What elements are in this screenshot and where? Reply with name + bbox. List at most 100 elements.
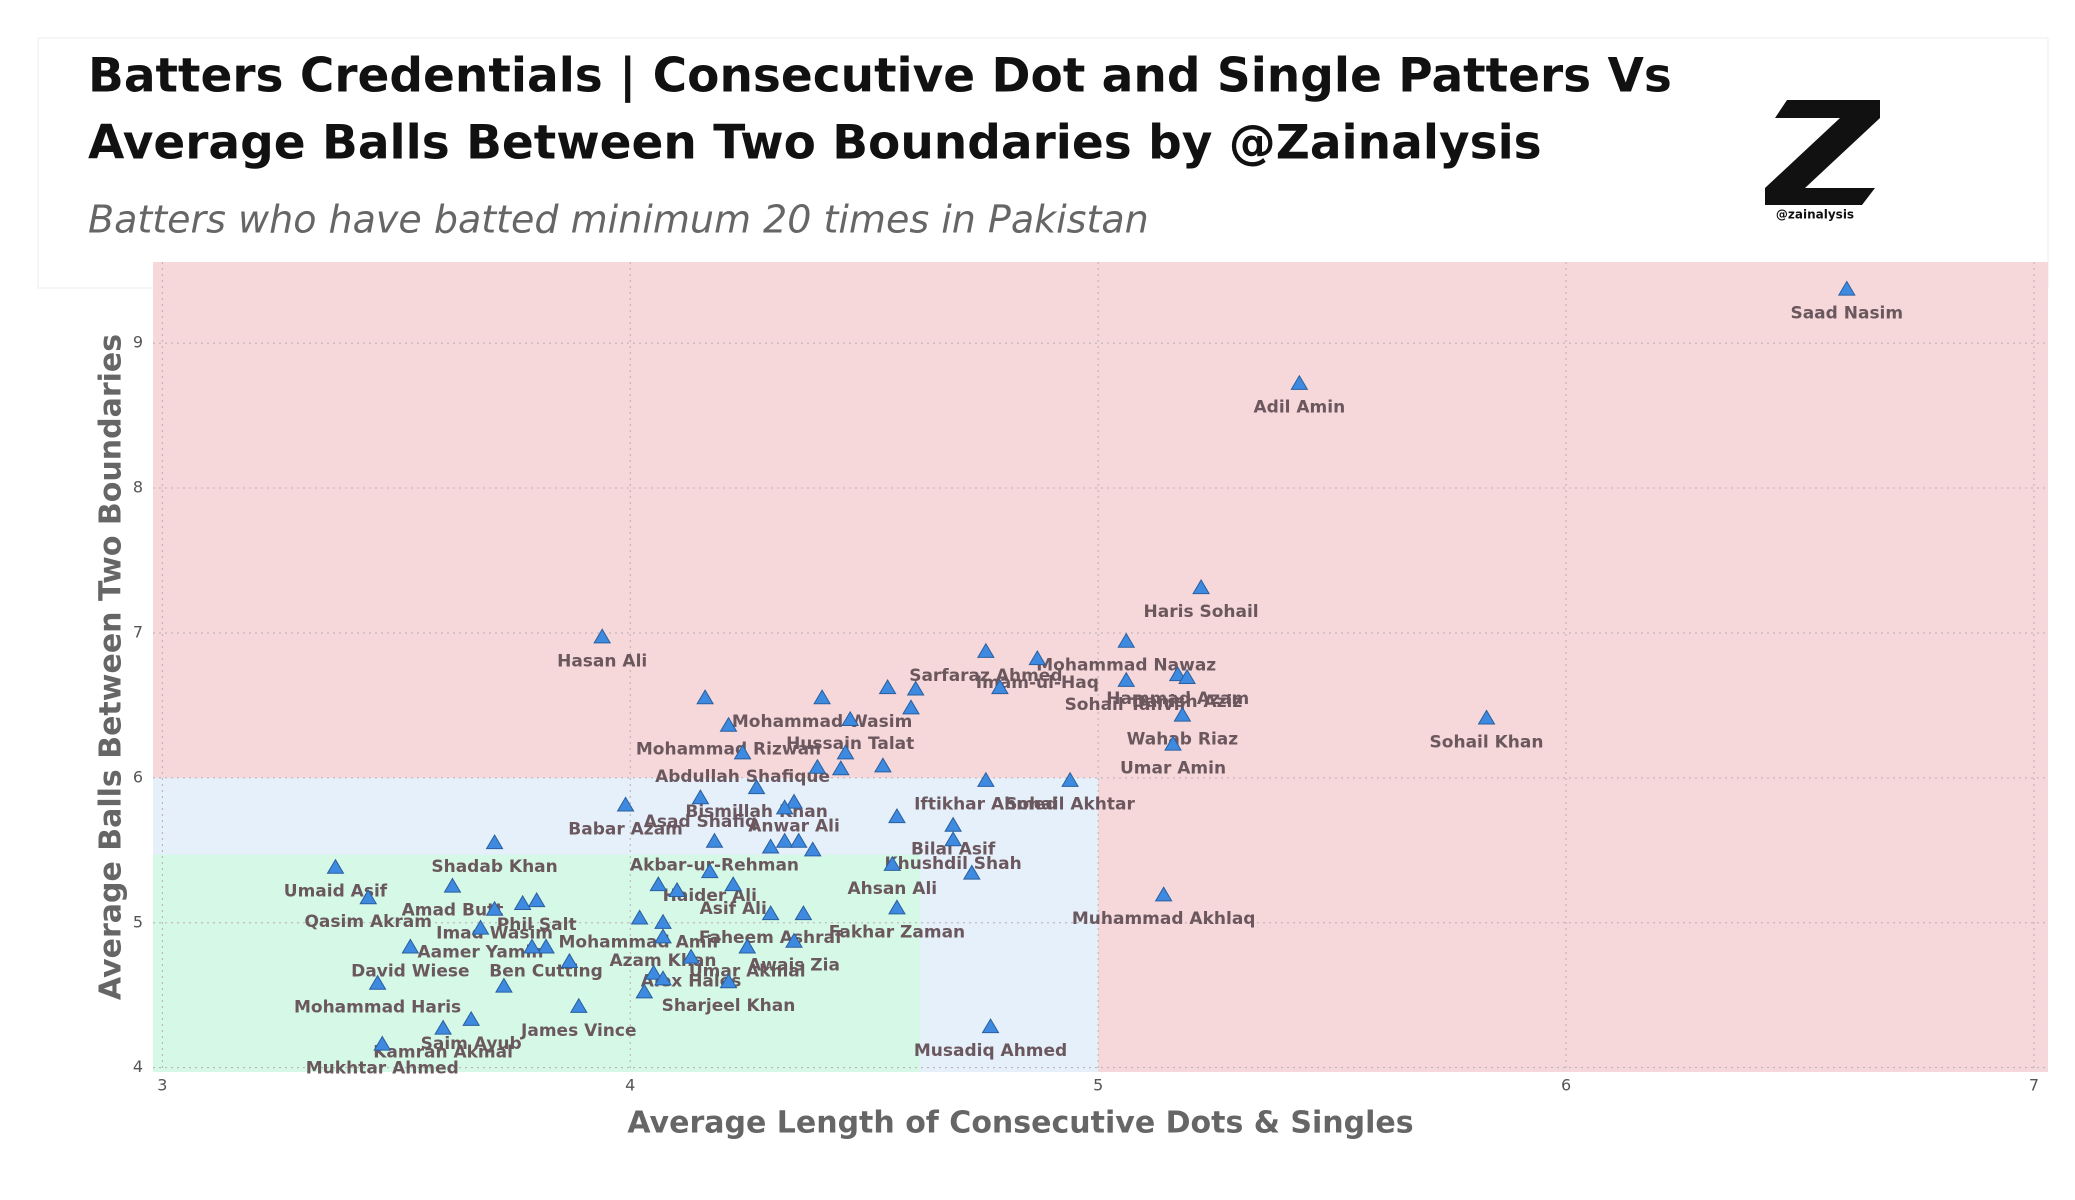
point	[705, 832, 724, 848]
point	[878, 679, 897, 695]
point	[1290, 374, 1309, 390]
point	[789, 832, 808, 848]
point	[733, 744, 752, 760]
point	[831, 760, 850, 776]
point	[902, 699, 920, 715]
point	[761, 838, 780, 854]
point-label: Akbar-ur-Rehman	[630, 856, 799, 876]
point	[691, 789, 710, 805]
point	[1028, 650, 1047, 666]
point	[808, 758, 827, 774]
point-label: James Vince	[520, 1021, 636, 1041]
point	[654, 970, 672, 986]
chart-title-line-2: Average Balls Between Two Boundaries by …	[88, 116, 1542, 171]
point	[368, 974, 387, 990]
point-label: Phil Salt	[497, 915, 577, 935]
point	[1154, 886, 1173, 902]
point	[888, 807, 906, 824]
point	[654, 928, 672, 944]
y-tick-label: 6	[133, 767, 143, 786]
point	[874, 757, 892, 773]
point	[401, 938, 420, 954]
point	[1117, 632, 1136, 648]
point-label: Sohail Akhtar	[1005, 795, 1135, 815]
point	[738, 938, 757, 954]
point-label: Fakhar Zaman	[829, 922, 965, 942]
point	[883, 855, 902, 871]
point	[794, 905, 813, 921]
point	[569, 997, 588, 1013]
point-label: Umar Amin	[1120, 759, 1226, 779]
x-tick-label: 6	[1561, 1076, 1571, 1095]
point	[1173, 706, 1192, 722]
point-label: Umaid Asif	[284, 882, 388, 902]
point	[373, 1035, 392, 1051]
point	[1061, 771, 1079, 787]
point	[635, 983, 654, 999]
point-label: Mukhtar Ahmed	[306, 1058, 459, 1078]
y-axis-title: Average Balls Between Two Boundaries	[94, 334, 129, 1000]
point	[785, 932, 803, 948]
point	[696, 689, 714, 705]
point-label: Iftikhar Ahmed	[914, 795, 1058, 815]
x-tick-label: 3	[157, 1076, 167, 1095]
point-label: Ben Cutting	[489, 961, 602, 981]
point	[434, 1019, 452, 1035]
point	[981, 1018, 1000, 1034]
point	[471, 919, 490, 935]
point-label: Asif Ali	[700, 899, 767, 919]
point	[841, 710, 860, 726]
point	[443, 877, 462, 893]
x-tick-label: 7	[2029, 1076, 2039, 1095]
point	[1192, 579, 1210, 595]
point	[326, 858, 345, 874]
y-tick-label: 9	[133, 333, 143, 352]
point	[1837, 280, 1856, 296]
point-label: Faheem Ashraf	[699, 928, 843, 948]
point-label: Haris Sohail	[1144, 602, 1259, 622]
point	[991, 679, 1009, 695]
x-tick-label: 5	[1093, 1076, 1103, 1095]
point-label: Bilal Asif	[911, 840, 996, 860]
point	[523, 938, 541, 954]
point-label: Hasan Ali	[557, 651, 647, 671]
point	[761, 905, 780, 921]
point	[644, 964, 663, 980]
point-label: Musadiq Ahmed	[914, 1041, 1067, 1061]
point	[813, 689, 831, 705]
point	[719, 716, 738, 732]
logo-text: @zainalysis	[1776, 208, 1854, 222]
y-tick-label: 5	[133, 912, 143, 931]
point-label: Sohail Khan	[1430, 732, 1544, 752]
chart-title: Batters Credentials | Consecutive Dot an…	[88, 49, 1672, 104]
point-label: Anwar Ali	[748, 816, 840, 836]
point-label: Adil Amin	[1254, 398, 1346, 418]
point-label: Kamran Akmal	[373, 1043, 513, 1063]
logo-mark	[1765, 100, 1880, 205]
x-tick-label: 4	[625, 1076, 635, 1095]
point	[359, 889, 378, 905]
point	[1117, 671, 1136, 687]
point	[976, 642, 995, 658]
point-label: Mohammad Haris	[294, 998, 461, 1018]
point-label: Mohammad Amir	[558, 932, 721, 952]
point-label: Abdullah Shafique	[655, 767, 830, 787]
point-label: Hammad Azam	[1106, 689, 1249, 709]
point	[719, 973, 738, 989]
point	[649, 876, 668, 892]
point	[630, 909, 649, 925]
point	[1477, 709, 1496, 725]
point	[485, 900, 504, 916]
point-label: Khushdil Shah	[884, 854, 1021, 874]
point-label: Babar Azam	[568, 819, 683, 839]
point-label: Shadab Khan	[431, 857, 557, 877]
point-label: Mohammad Wasim	[732, 712, 912, 732]
point	[906, 680, 925, 696]
point-label: Wahab Riaz	[1127, 730, 1239, 750]
point	[944, 831, 962, 847]
point	[1178, 668, 1196, 684]
point	[888, 899, 906, 915]
point-label: Awais Zia	[748, 956, 840, 976]
